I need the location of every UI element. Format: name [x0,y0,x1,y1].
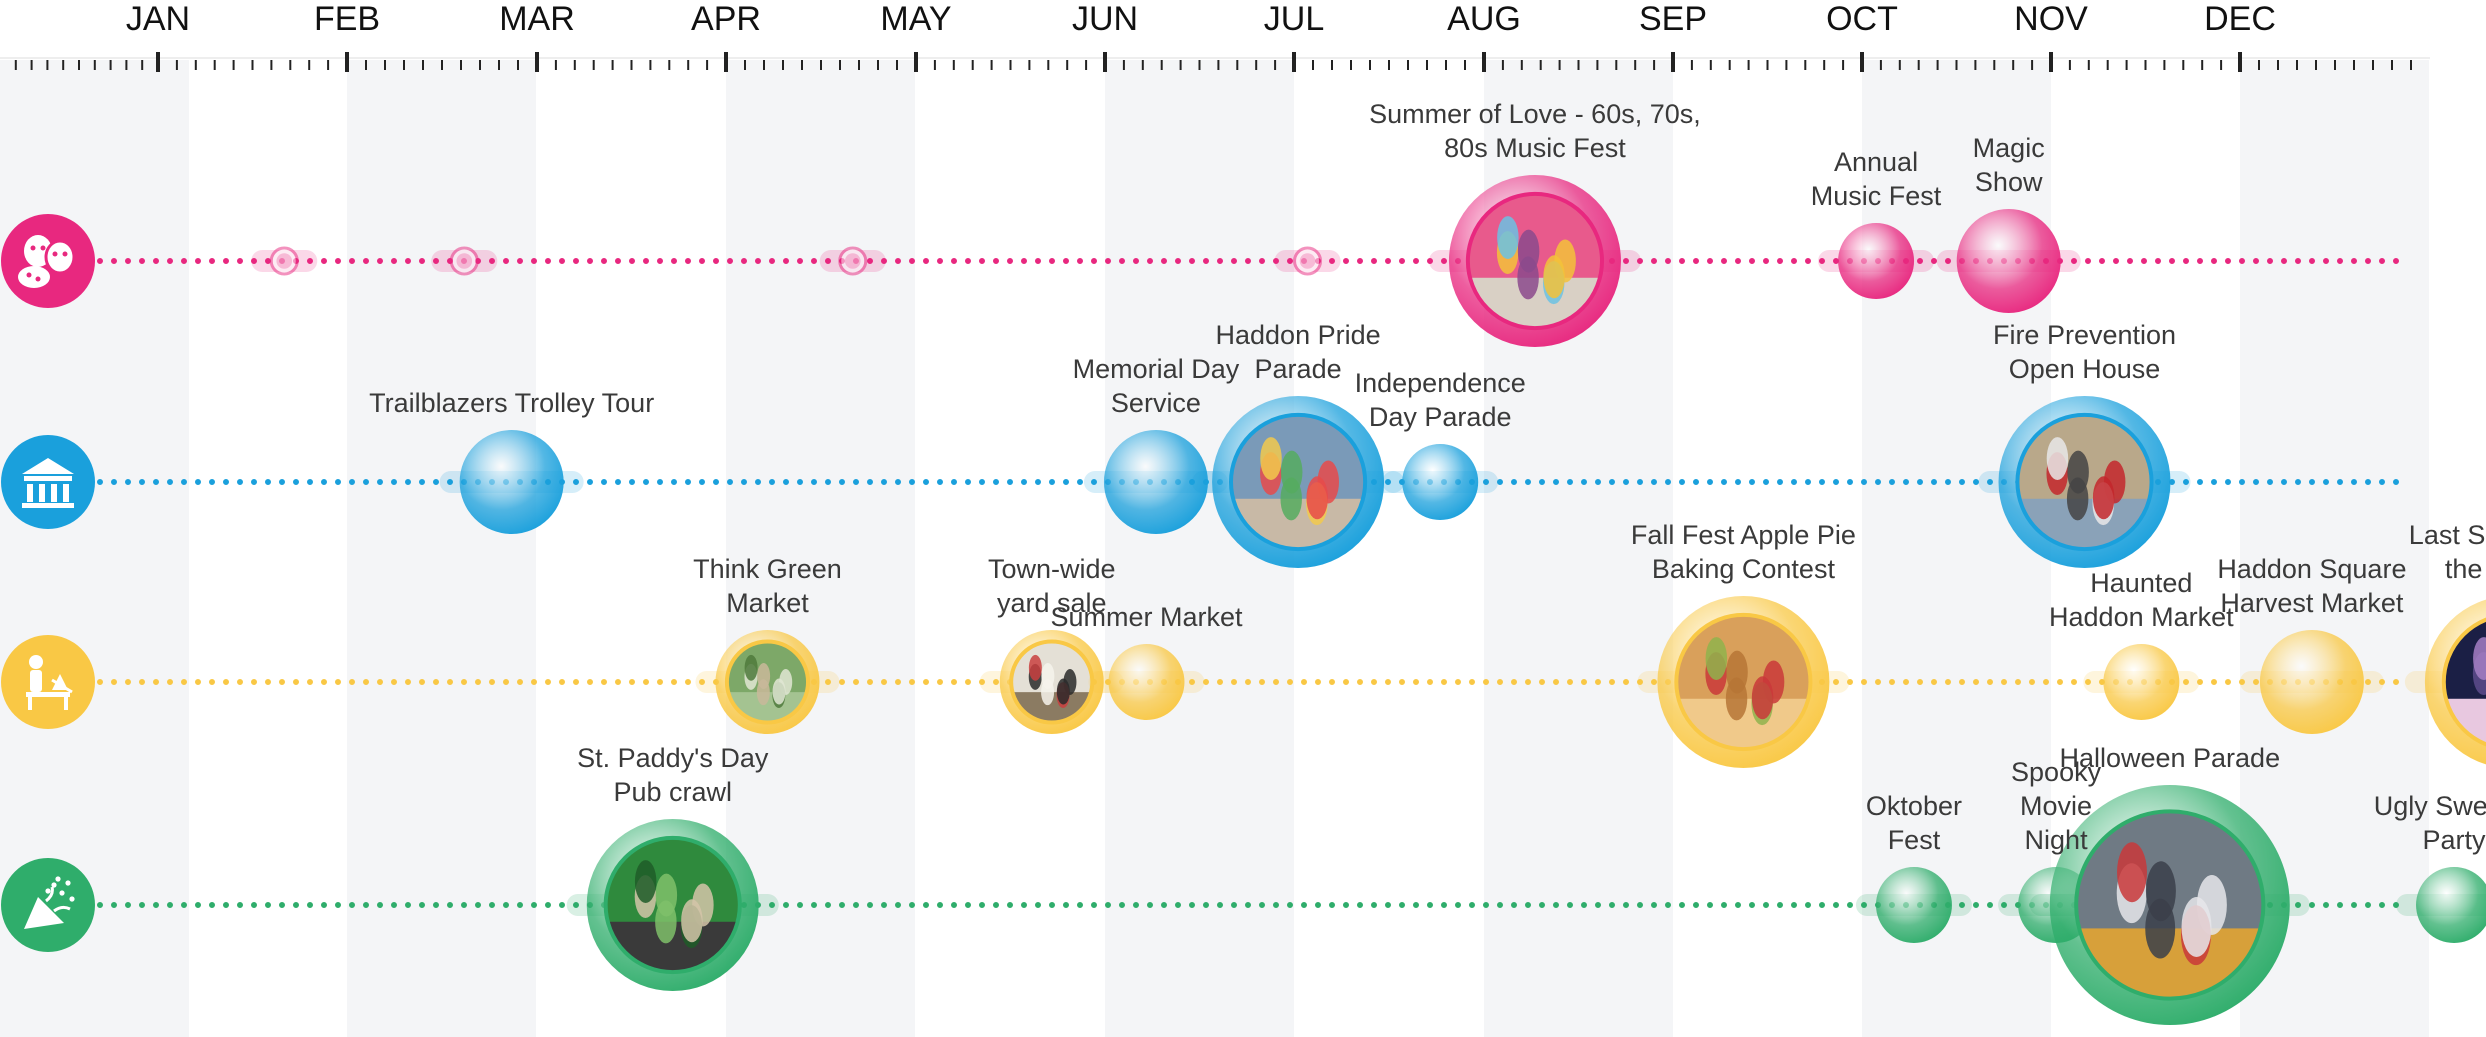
event-bubble[interactable] [431,246,498,276]
event-bubbles [251,175,2486,1025]
event-label: Haddon Square [2217,554,2406,584]
event-bubble[interactable] [2083,644,2200,720]
event-bubble[interactable] [695,630,840,734]
month-band [347,60,536,1037]
month-label-dec: DEC [2204,0,2276,38]
month-axis: JAN FEB MAR APR MAY JUN JUL AUG SEP OCT NOV DEC [0,0,2430,72]
event-label: St. Paddy's Day [577,743,769,773]
event-label: Summer Market [1050,602,1243,632]
event-bubble[interactable] [1382,444,1499,520]
event-bubble[interactable] [1978,396,2191,568]
event-bubble[interactable] [819,246,886,276]
event-label: Party [2423,825,2486,855]
event-label: Trailblazers Trolley Tour [369,388,654,418]
event-label: Memorial Day [1073,354,1240,384]
month-label-apr: APR [691,0,761,38]
event-label: Baking Contest [1652,554,1836,584]
event-label: Fall Fest Apple Pie [1631,520,1856,550]
event-bubble[interactable] [2404,596,2486,768]
event-label: Magic [1973,133,2045,163]
event-label: Service [1111,388,1201,418]
event-label: Movie [2020,791,2092,821]
month-label-feb: FEB [314,0,380,38]
event-bubble[interactable] [979,630,1124,734]
event-bubble[interactable] [1855,867,1972,943]
month-label-may: MAY [880,0,951,38]
event-label: Harvest Market [2220,588,2404,618]
month-bands [0,60,2429,1037]
event-label: Night [2025,825,2089,855]
event-label: Show [1975,167,2043,197]
event-label: Oktober [1866,791,1962,821]
event-bubble[interactable] [1818,223,1935,299]
event-bubble[interactable] [566,819,779,991]
event-bubble[interactable] [1936,209,2081,313]
event-bubble[interactable] [1274,246,1341,276]
month-label-jul: JUL [1264,0,1324,38]
event-label: Music Fest [1811,181,1942,211]
st-paddys-photo [605,837,740,973]
event-label: 80s Music Fest [1444,133,1626,163]
event-label: Haddon Pride [1216,320,1381,350]
month-label-sep: SEP [1639,0,1707,38]
month-label-jun: JUN [1072,0,1138,38]
event-label: Fest [1888,825,1941,855]
government-building-icon [1,435,95,529]
month-label-nov: NOV [2014,0,2088,38]
month-label-mar: MAR [499,0,575,38]
event-bubble[interactable] [2029,785,2310,1025]
pride-parade-photo [1230,414,1366,550]
event-label: Day Parade [1369,402,1512,432]
category-icons [1,214,95,952]
event-bubble[interactable] [251,246,318,276]
event-label: Haddon Market [2049,602,2234,632]
event-label: Haunted [2090,568,2192,598]
event-label: Town-wide [988,554,1116,584]
event-bubble[interactable] [1192,396,1405,568]
event-bubble[interactable] [1428,175,1641,347]
event-label: the Square [2445,554,2486,584]
month-band [726,60,915,1037]
event-bubble[interactable] [2396,867,2486,943]
event-label: Open House [2009,354,2161,384]
event-bubble[interactable] [439,430,584,534]
event-bubble[interactable] [1083,430,1228,534]
event-label: Market [726,588,809,618]
month-label-aug: AUG [1447,0,1521,38]
event-label: Last Saturday on [2409,520,2486,550]
event-label: yard sale [997,588,1107,618]
month-label-oct: OCT [1826,0,1898,38]
event-label: Halloween Parade [2059,743,2280,773]
event-label: Parade [1255,354,1342,384]
event-label: Spooky [2011,757,2102,787]
event-labels: Summer of Love - 60s, 70s, 80s Music Fest… [369,99,2486,855]
event-label: Fire Prevention [1993,320,2176,350]
event-label: Think Green [693,554,842,584]
vendor-market-icon [1,635,95,729]
event-label: Summer of Love - 60s, 70s, [1369,99,1701,129]
event-bubble[interactable] [1088,644,1205,720]
theater-masks-palette-icon [1,214,95,308]
month-label-jan: JAN [126,0,190,38]
event-label: Pub crawl [613,777,732,807]
event-bubble[interactable] [2239,630,2384,734]
event-label: Independence [1355,368,1526,398]
party-popper-icon [1,858,95,952]
event-label: Ugly Sweater [2374,791,2486,821]
event-label: Annual [1834,147,1918,177]
event-bubble[interactable] [1637,596,1850,768]
